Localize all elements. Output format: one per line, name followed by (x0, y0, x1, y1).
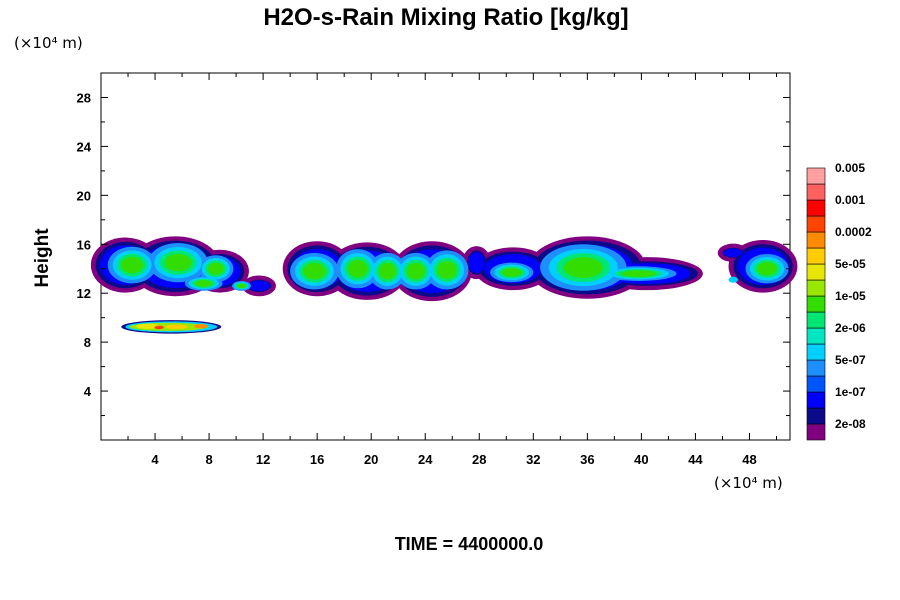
x-tick-label: 16 (310, 452, 324, 467)
cloud-core (378, 262, 396, 280)
x-tick-label: 4 (151, 452, 159, 467)
cloud-core (757, 262, 777, 276)
cloud-core (347, 259, 368, 278)
colorbar-label: 2e-08 (835, 417, 866, 431)
colorbar-swatch (806, 391, 826, 409)
x-tick-label: 24 (418, 452, 433, 467)
y-tick-label: 20 (77, 188, 91, 203)
colorbar: 2e-08 1e-07 5e-07 2e-06 1e-05 5e-05 0.0002 0.00… (806, 161, 872, 441)
colorbar-swatch (806, 327, 826, 345)
colorbar-swatch (806, 183, 826, 201)
y-tick-label: 12 (77, 286, 91, 301)
x-axis: 4 8 12 16 20 24 28 32 36 40 44 48 (127, 73, 777, 467)
colorbar-swatch (806, 247, 826, 265)
cloud-core (501, 267, 522, 277)
y-tick-label: 4 (84, 384, 92, 399)
colorbar-swatch (806, 423, 826, 441)
colorbar-label: 0.001 (835, 193, 865, 207)
rain-band-core (136, 323, 161, 329)
colorbar-label: 1e-07 (835, 385, 866, 399)
x-unit-label: (×10⁴ m) (714, 474, 783, 492)
cloud-core (563, 257, 603, 278)
y-tick-label: 8 (84, 335, 91, 350)
cloud-core (121, 256, 144, 274)
cloud-core (164, 253, 192, 272)
x-tick-label: 44 (688, 452, 703, 467)
colorbar-swatch (806, 407, 826, 425)
x-tick-label: 40 (634, 452, 648, 467)
colorbar-label: 0.0002 (835, 225, 872, 239)
colorbar-swatch (806, 263, 826, 281)
colorbar-label: 5e-07 (835, 353, 866, 367)
cloud-envelope (724, 248, 743, 257)
cloud-envelope (248, 280, 270, 292)
y-tick-label: 28 (77, 90, 91, 105)
y-unit-label: (×10⁴ m) (14, 34, 83, 52)
cloud-core (237, 283, 246, 289)
x-tick-label: 12 (256, 452, 270, 467)
cloud-core (437, 261, 457, 279)
cloud-core (406, 262, 425, 280)
y-axis: 4 8 12 16 20 24 28 (77, 90, 790, 417)
cloud-core (195, 280, 213, 287)
rain-band-core (165, 324, 188, 330)
rain-mixing-ratio-field (90, 236, 798, 334)
colorbar-swatch (806, 279, 826, 297)
colorbar-swatch (806, 199, 826, 217)
colorbar-label: 5e-05 (835, 257, 866, 271)
colorbar-swatch (806, 167, 826, 185)
colorbar-swatch (806, 359, 826, 377)
x-tick-label: 32 (526, 452, 540, 467)
cloud-core (303, 262, 326, 280)
y-tick-label: 24 (77, 139, 92, 154)
x-tick-label: 20 (364, 452, 378, 467)
colorbar-swatch (806, 215, 826, 233)
colorbar-swatch (806, 311, 826, 329)
x-tick-label: 48 (742, 452, 756, 467)
cloud-core (621, 270, 656, 277)
colorbar-label: 2e-06 (835, 321, 866, 335)
colorbar-swatch (806, 295, 826, 313)
colorbar-swatch (806, 231, 826, 249)
cloud-core (207, 262, 224, 275)
rain-band-core (194, 324, 208, 329)
chart-title: H2O-s-Rain Mixing Ratio [kg/kg] (263, 4, 628, 31)
colorbar-swatch (806, 375, 826, 393)
cloud-cell (728, 276, 738, 283)
cloud-envelope (468, 252, 485, 274)
x-tick-label: 36 (580, 452, 594, 467)
colorbar-label: 1e-05 (835, 289, 866, 303)
rain-band-core (154, 325, 164, 330)
x-tick-label: 28 (472, 452, 486, 467)
x-tick-label: 8 (205, 452, 212, 467)
colorbar-label: 0.005 (835, 161, 865, 175)
y-tick-label: 16 (77, 237, 91, 252)
colorbar-swatch (806, 343, 826, 361)
y-axis-label: Height (32, 228, 53, 288)
time-label: TIME = 4400000.0 (395, 534, 544, 554)
